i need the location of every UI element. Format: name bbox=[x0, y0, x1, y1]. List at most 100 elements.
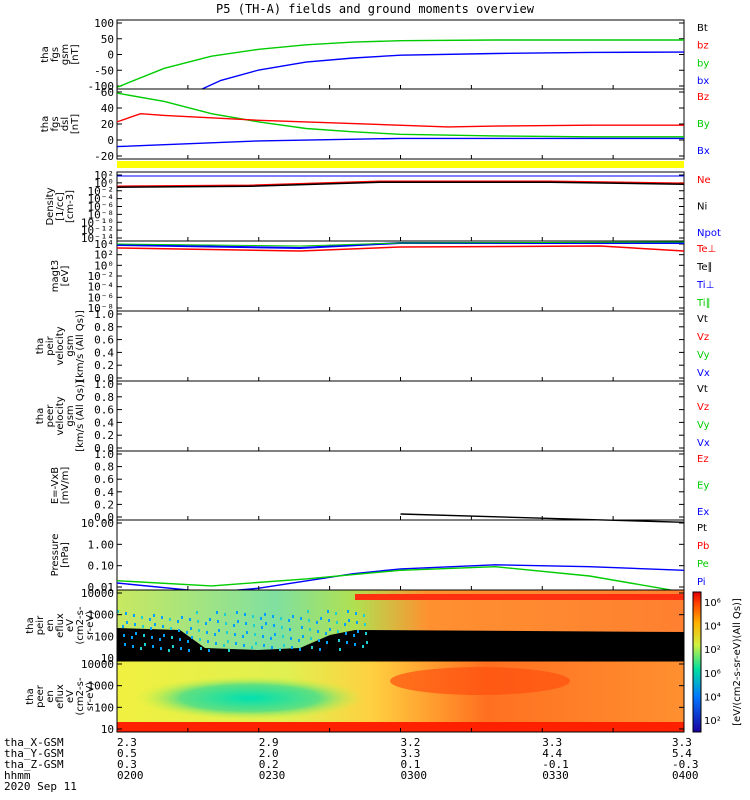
orbit-value: 0200 bbox=[117, 769, 144, 782]
legend-Bx: Bx bbox=[697, 146, 710, 157]
heatmap-peir-speckle bbox=[133, 614, 135, 617]
heatmap-peir-speckle bbox=[143, 634, 145, 637]
colorbar-tick: 10² bbox=[704, 645, 721, 656]
y-tick-label: 0.4 bbox=[94, 486, 114, 499]
y-tick-label: 0.8 bbox=[94, 391, 114, 404]
panel-frame bbox=[116, 310, 685, 382]
heatmap-peir-speckle bbox=[320, 617, 322, 620]
y-tick-label: 1.0 bbox=[94, 378, 114, 391]
heatmap-peir-speckle bbox=[345, 632, 347, 635]
legend-Te⊥: Te⊥ bbox=[696, 244, 716, 255]
orbit-value: 2.0 bbox=[258, 747, 279, 760]
heatmap-peir-speckle bbox=[274, 633, 276, 636]
orbit-value: 0.2 bbox=[258, 758, 279, 771]
heatmap-peir-speckle bbox=[242, 635, 244, 638]
y-tick-label: 0.2 bbox=[94, 429, 114, 442]
heatmap-peir-speckle bbox=[325, 632, 327, 635]
heatmap-peir-speckle bbox=[217, 620, 219, 623]
orbit-value: 4.4 bbox=[542, 747, 563, 760]
colorbar-tick: 10⁶ bbox=[704, 598, 721, 609]
svg-text:Pressure: Pressure bbox=[50, 534, 61, 577]
svg-text:sr-eV): sr-eV) bbox=[85, 682, 96, 711]
heatmap-peir-speckle bbox=[161, 616, 163, 619]
heatmap-peir-speckle bbox=[254, 633, 256, 636]
heatmap-peir-speckle bbox=[171, 636, 173, 639]
svg-text:tha: tha bbox=[35, 338, 46, 354]
heatmap-peir-speckle bbox=[291, 646, 293, 649]
y-tick-label: 0.0 bbox=[94, 372, 114, 385]
y-tick-label: 10⁻⁶ bbox=[88, 201, 115, 214]
heatmap-peir-speckle bbox=[140, 647, 142, 650]
svg-text:peer: peer bbox=[35, 684, 46, 708]
orbit-label: tha_X-GSM bbox=[4, 736, 64, 749]
heatmap-peir-speckle bbox=[244, 613, 246, 616]
y-tick-label: 0.2 bbox=[94, 359, 114, 372]
heatmap-peir-speckle bbox=[245, 622, 247, 625]
heatmap-peir-speckle bbox=[153, 614, 155, 617]
heatmap-peir-speckle bbox=[290, 637, 292, 640]
svg-text:magt3: magt3 bbox=[50, 260, 61, 293]
legend-Pb: Pb bbox=[697, 541, 709, 552]
legend-Ez: Ez bbox=[697, 454, 709, 465]
heatmap-peir-speckle bbox=[251, 646, 253, 649]
heatmap-peir-speckle bbox=[209, 618, 211, 621]
heatmap-peir-speckle bbox=[338, 639, 340, 642]
heatmap-peir-speckle bbox=[181, 616, 183, 619]
series-bx bbox=[201, 51, 685, 90]
heatmap-peir-speckle bbox=[125, 612, 127, 615]
svg-text:[nT]: [nT] bbox=[70, 44, 81, 64]
heatmap-peir-speckle bbox=[235, 642, 237, 645]
heatmap-peir-speckle bbox=[262, 635, 264, 638]
orbit-value: 3.3 bbox=[672, 736, 692, 749]
orbit-value: 5.4 bbox=[672, 747, 692, 760]
legend-Ne: Ne bbox=[697, 175, 711, 186]
svg-text:tha: tha bbox=[35, 408, 46, 424]
heatmap-peir-speckle bbox=[260, 617, 262, 620]
orbit-value: 3.3 bbox=[542, 736, 563, 749]
heatmap-peir-speckle bbox=[198, 629, 200, 632]
svg-text:[nT]: [nT] bbox=[70, 114, 81, 134]
heatmap-peir-speckle bbox=[282, 635, 284, 638]
y-axis-label: tha peer velocity gsm [km/s (All Qs)] bbox=[35, 380, 86, 452]
svg-text:tha: tha bbox=[40, 116, 51, 132]
svg-text:peer: peer bbox=[45, 404, 56, 428]
y-tick-label: 60 bbox=[101, 86, 114, 99]
orbit-value: -0.1 bbox=[542, 758, 569, 771]
legend-Te∥: Te∥ bbox=[696, 262, 713, 273]
heatmap-peir-speckle bbox=[151, 636, 153, 639]
heatmap-peir-speckle bbox=[366, 641, 368, 644]
y-tick-label: 0.4 bbox=[94, 416, 114, 429]
y-tick-label: 0.6 bbox=[94, 404, 114, 417]
legend-Ti⊥: Ti⊥ bbox=[696, 280, 714, 291]
heatmap-peir-speckle bbox=[281, 626, 283, 629]
svg-text:tha: tha bbox=[25, 617, 36, 633]
orbit-label: hhmm bbox=[4, 769, 31, 782]
series-Bz bbox=[116, 112, 684, 128]
y-axis-label: magt3 [eV] bbox=[50, 260, 71, 293]
legend-Vx: Vx bbox=[697, 368, 710, 379]
heatmap-peir-speckle bbox=[326, 641, 328, 644]
legend-Npot: Npot bbox=[697, 228, 721, 239]
orbit-value: 0230 bbox=[258, 769, 286, 782]
orbit-value: -0.3 bbox=[672, 758, 699, 771]
y-axis-label: Pressure [nPa] bbox=[50, 534, 71, 577]
heatmap-peir-speckle bbox=[149, 618, 151, 621]
svg-text:tha: tha bbox=[40, 46, 51, 62]
heatmap-peir-speckle bbox=[328, 619, 330, 622]
orbit-value: 3.3 bbox=[400, 747, 421, 760]
svg-text:[eV/(cm2-s-sr-eV)(All Qs)]: [eV/(cm2-s-sr-eV)(All Qs)] bbox=[732, 598, 743, 726]
legend-Ey: Ey bbox=[697, 481, 709, 492]
legend-by: by bbox=[697, 58, 709, 69]
y-axis-label: E=-VxB [mV/m] bbox=[50, 467, 71, 505]
svg-text:gsm: gsm bbox=[65, 405, 76, 426]
y-tick-label: 10⁰ bbox=[94, 259, 114, 272]
heatmap-peir-speckle bbox=[243, 644, 245, 647]
svg-text:en: en bbox=[45, 690, 56, 703]
y-tick-label: 10 bbox=[101, 652, 114, 665]
y-tick-label: 0.6 bbox=[94, 473, 114, 486]
heatmap-peir-speckle bbox=[353, 634, 355, 637]
svg-text:eflux: eflux bbox=[55, 684, 66, 709]
heatmap-peir-speckle bbox=[272, 615, 274, 618]
heatmap-peir-speckle bbox=[299, 648, 301, 651]
orbit-label: 2020 Sep 11 bbox=[4, 780, 77, 793]
